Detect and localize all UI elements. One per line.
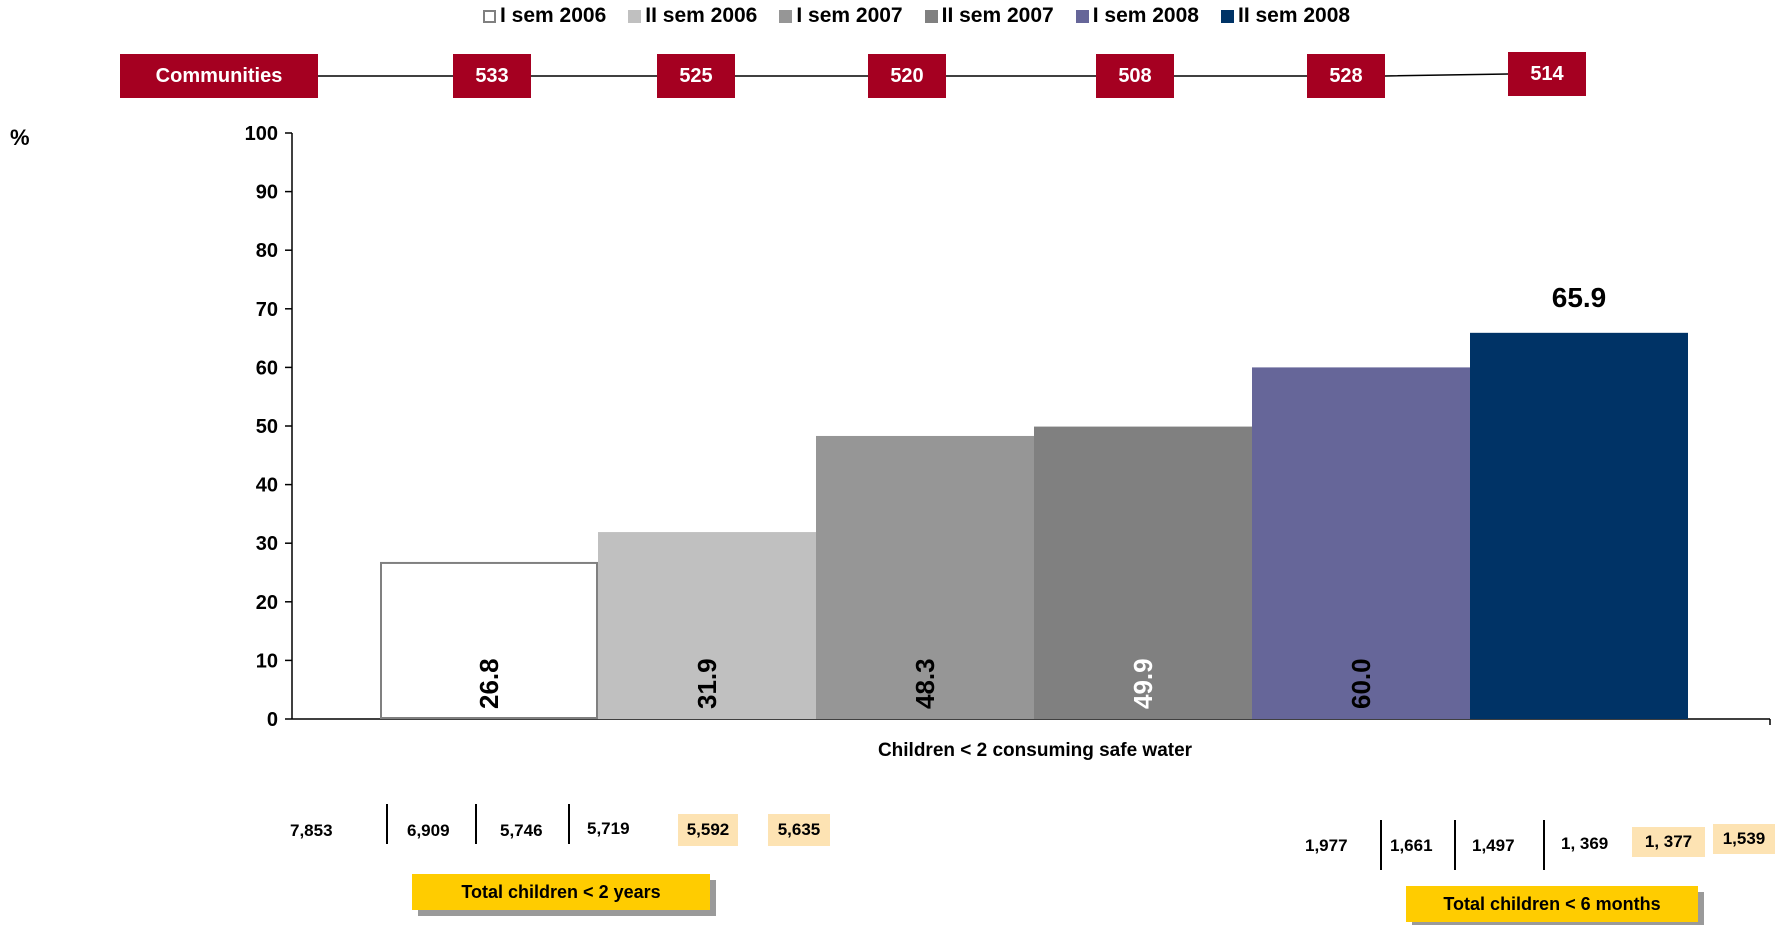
bar-value-label: 26.8 [474,658,504,709]
total-under2-value: 5,719 [587,819,630,838]
total-under6m-label: Total children < 6 months [1406,886,1698,922]
legend-item: II sem 2007 [924,4,1054,28]
legend-swatch [924,9,938,23]
legend-item: I sem 2006 [483,4,606,28]
legend-swatch [1075,9,1089,23]
bar [1252,367,1470,719]
community-count-box: 520 [868,54,946,98]
legend-item: II sem 2008 [1220,4,1351,28]
legend-swatch [1220,9,1234,23]
community-count-box: 508 [1096,54,1174,98]
community-count-box: 525 [657,54,735,98]
total-under6m-value-highlight: 1, 377 [1632,827,1705,857]
bar [816,435,1034,719]
y-tick-label: 60 [256,357,278,379]
separator [475,804,477,844]
y-tick-label: 10 [256,650,278,672]
total-under6m-value: 1,977 [1305,836,1348,855]
legend-label: I sem 2007 [796,4,903,27]
bar [380,561,598,720]
separator [568,804,570,844]
bar [598,532,816,719]
community-count-box: 514 [1508,52,1586,96]
communities-label: Communities [120,54,318,98]
separator [1380,820,1382,870]
chart-legend: I sem 2006 II sem 2006 I sem 2007 II sem… [483,4,1350,28]
bar-value-label: 65.9 [1552,282,1607,313]
separator [1454,820,1456,870]
y-tick-label: 80 [256,240,278,262]
legend-swatch [779,9,793,23]
total-under2-label: Total children < 2 years [412,874,710,910]
y-tick-label: 0 [267,709,278,731]
legend-label: II sem 2008 [1237,4,1351,27]
legend-label: II sem 2007 [941,4,1054,27]
legend-swatch [628,9,642,23]
community-count-box: 528 [1307,54,1385,98]
legend-label: I sem 2006 [500,4,607,27]
y-axis-label: % [10,125,30,150]
bar-value-label: 48.3 [910,658,940,709]
total-under2-value-highlight: 5,592 [678,814,738,846]
legend-label: I sem 2008 [1092,4,1199,27]
y-tick-label: 30 [256,533,278,555]
y-tick-label: 50 [256,416,278,438]
separator [1543,820,1545,870]
separator [386,804,388,844]
y-tick-label: 100 [245,123,278,145]
total-under6m-value: 1,497 [1472,836,1515,855]
bar [1034,426,1252,719]
bar-value-label: 49.9 [1128,658,1158,709]
total-under2-value-highlight: 5,635 [768,814,830,846]
x-axis-label: Children < 2 consuming safe water [877,740,1193,761]
total-under6m-value: 1,661 [1390,836,1433,855]
total-under2-value: 7,853 [290,821,333,840]
y-tick-label: 20 [256,592,278,614]
total-under2-value: 6,909 [407,821,450,840]
legend-item: I sem 2007 [779,4,903,28]
legend-label: II sem 2006 [645,4,758,27]
bar-value-label: 60.0 [1346,658,1376,709]
total-under6m-value-highlight: 1,539 [1713,824,1775,854]
bar-value-label: 31.9 [692,658,722,709]
community-count-box: 533 [453,54,531,98]
y-tick-label: 40 [256,475,278,497]
y-tick-label: 70 [256,299,278,321]
legend-item: I sem 2008 [1075,4,1199,28]
y-tick-label: 90 [256,182,278,204]
bar [1470,332,1688,719]
legend-item: II sem 2006 [628,4,757,28]
total-under6m-value: 1, 369 [1561,834,1609,853]
legend-swatch [483,9,496,23]
total-under2-value: 5,746 [500,821,543,840]
